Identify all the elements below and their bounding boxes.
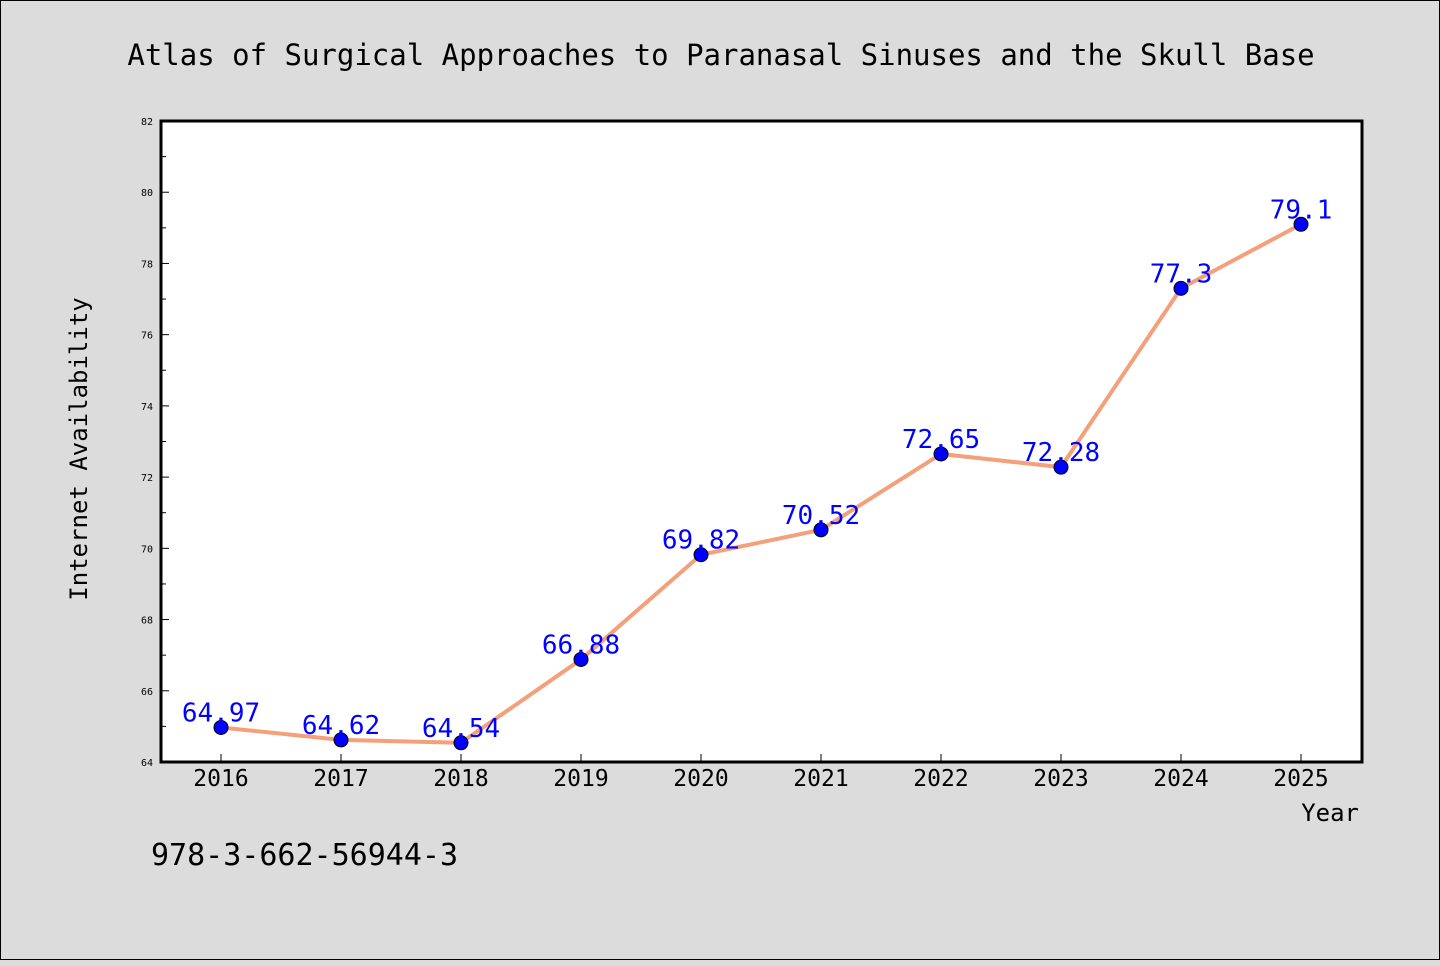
- x-tick-label: 2025: [1273, 766, 1328, 792]
- y-tick-label: 82: [141, 117, 153, 128]
- x-tick-label: 2024: [1153, 766, 1208, 792]
- data-point: [933, 446, 949, 462]
- y-axis-label: Internet Availability: [65, 297, 93, 600]
- x-tick-label: 2018: [433, 766, 488, 792]
- data-point: [213, 719, 229, 735]
- data-label: 77.3: [1150, 259, 1213, 289]
- data-point: [1293, 216, 1309, 232]
- x-tick-label: 2020: [673, 766, 728, 792]
- x-axis-label: Year: [1301, 799, 1359, 827]
- y-axis: 64 66 68 70 72 74 76 78 80 82: [141, 117, 169, 769]
- y-tick-label: 80: [141, 188, 153, 199]
- y-tick-label: 68: [141, 616, 153, 627]
- data-label: 69.82: [662, 526, 740, 556]
- data-label: 72.65: [902, 425, 980, 455]
- data-label: 64.62: [302, 711, 380, 741]
- y-tick-label: 78: [141, 259, 153, 270]
- series-layer: 64.97 64.62 64.54 66.88 69.82 70.52 72.65 72.28…: [182, 195, 1333, 751]
- y-tick-label: 66: [141, 687, 153, 698]
- data-point: [693, 547, 709, 563]
- data-label: 70.52: [782, 501, 860, 531]
- y-tick-label: 64: [141, 758, 153, 769]
- x-tick-label: 2021: [793, 766, 848, 792]
- data-label: 79.1: [1270, 195, 1333, 225]
- plot-area: [159, 119, 1364, 764]
- data-label: 66.88: [542, 630, 620, 660]
- y-tick-label: 72: [141, 473, 153, 484]
- x-axis: 2016 2017 2018 2019 2020 2021 2022 2023 2024 2025: [193, 754, 1329, 792]
- x-tick-label: 2017: [313, 766, 368, 792]
- data-label: 64.54: [422, 714, 500, 744]
- y-tick-label: 70: [141, 544, 153, 555]
- x-tick-label: 2023: [1033, 766, 1088, 792]
- data-point: [813, 522, 829, 538]
- y-tick-label: 74: [141, 402, 153, 413]
- x-tick-label: 2016: [193, 766, 248, 792]
- isbn-annotation: 978-3-662-56944-3: [151, 838, 458, 873]
- data-point: [573, 651, 589, 667]
- data-point: [333, 732, 349, 748]
- x-tick-label: 2019: [553, 766, 608, 792]
- data-label: 64.97: [182, 698, 260, 728]
- data-label: 72.28: [1022, 438, 1100, 468]
- chart-title: Atlas of Surgical Approaches to Paranasa…: [127, 38, 1314, 72]
- y-tick-label: 76: [141, 331, 153, 342]
- data-point: [1173, 280, 1189, 296]
- series-line: [219, 222, 1303, 745]
- data-point: [453, 735, 469, 751]
- x-tick-label: 2022: [913, 766, 968, 792]
- data-point: [1053, 459, 1069, 475]
